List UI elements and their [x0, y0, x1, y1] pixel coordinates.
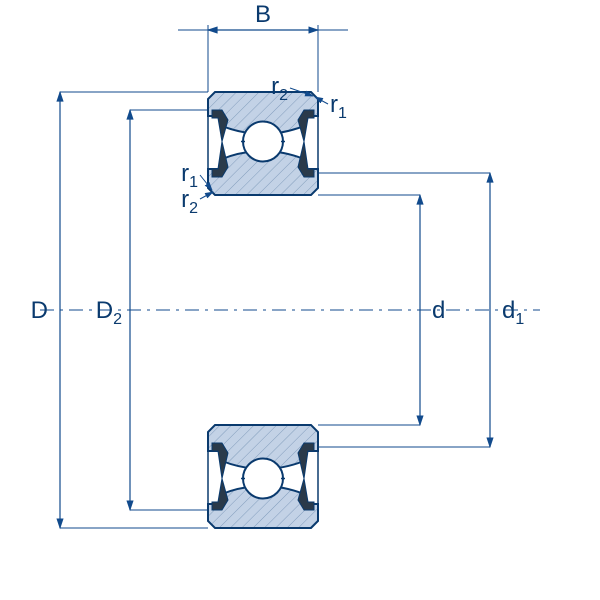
label-d1: d1	[502, 297, 524, 328]
label-D: D	[31, 297, 48, 324]
label-r1-top: r1	[330, 91, 347, 122]
section-top	[208, 92, 318, 195]
label-r2-top: r2	[271, 73, 288, 104]
label-B: B	[255, 1, 271, 28]
section-bottom	[208, 425, 318, 528]
label-D2: D2	[96, 297, 122, 328]
label-d: d	[432, 297, 445, 324]
bearing-cross-section-diagram: BDD2dd1r2r1r1r2	[0, 0, 600, 600]
